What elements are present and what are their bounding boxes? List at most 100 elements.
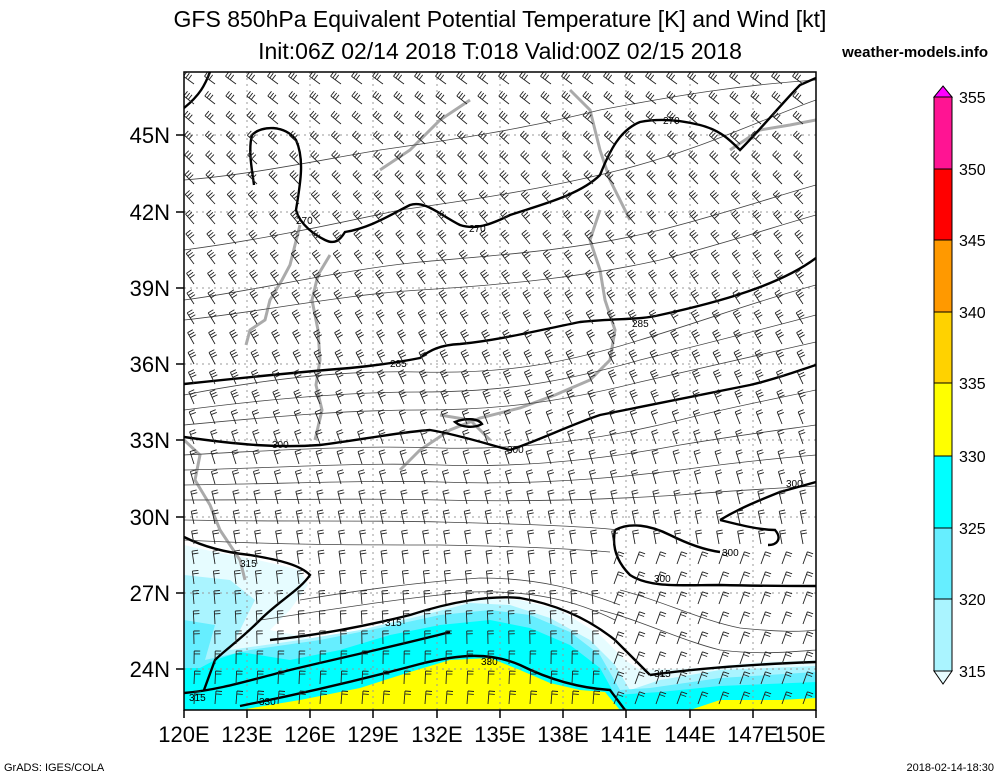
- wind-barb: [735, 449, 743, 465]
- wind-barb: [445, 650, 453, 665]
- wind-barb: [463, 489, 471, 505]
- wind-barb: [631, 509, 639, 525]
- wind-barb: [528, 610, 536, 625]
- wind-barb: [714, 449, 722, 465]
- colorbar-segment: [933, 382, 953, 457]
- wind-barb: [210, 449, 218, 465]
- wind-barb: [487, 650, 495, 665]
- wind-barb: [650, 409, 658, 425]
- wind-barb: [802, 651, 814, 665]
- wind-barb: [340, 690, 349, 705]
- wind-barb: [541, 150, 552, 165]
- wind-barb: [546, 449, 554, 465]
- wind-barb: [584, 249, 594, 265]
- wind-barb: [550, 670, 558, 685]
- wind-barb: [519, 130, 531, 145]
- wind-barb: [672, 469, 681, 485]
- software-credit: GrADS: IGES/COLA: [4, 762, 105, 774]
- wind-barb: [541, 190, 552, 205]
- wind-barb: [688, 150, 699, 165]
- wind-barb: [730, 150, 741, 165]
- wind-barb: [420, 449, 428, 465]
- wind-barb: [693, 429, 701, 445]
- contour-label: 285: [390, 359, 407, 370]
- wind-barb: [775, 349, 785, 365]
- wind-barb: [352, 150, 363, 165]
- wind-barb: [417, 309, 427, 325]
- wind-barb: [525, 469, 534, 485]
- wind-barb: [291, 309, 301, 325]
- wind-barb: [645, 110, 657, 125]
- wind-barb: [232, 509, 240, 525]
- wind-barb: [739, 631, 751, 645]
- wind-barb: [776, 389, 785, 405]
- wind-barb: [314, 389, 323, 405]
- wind-barb: [582, 130, 594, 145]
- wind-barb: [708, 72, 720, 85]
- wind-barb: [298, 630, 305, 645]
- wind-barb: [563, 249, 573, 265]
- wind-barb: [613, 631, 625, 645]
- wind-barb: [795, 309, 805, 325]
- wind-barb: [250, 369, 260, 385]
- wind-barb: [208, 369, 218, 385]
- wind-barb: [399, 429, 407, 445]
- wind-barb: [483, 469, 492, 485]
- wind-barb: [520, 170, 531, 185]
- wind-barb: [712, 329, 721, 345]
- wind-barb: [435, 130, 447, 145]
- wind-barb: [713, 389, 722, 405]
- wind-barb: [483, 429, 491, 445]
- wind-barb: [755, 409, 763, 425]
- wind-barb: [634, 571, 646, 585]
- contour-label: 270: [663, 116, 680, 127]
- wind-barb: [333, 269, 342, 285]
- wind-barb: [626, 209, 636, 225]
- wind-barb: [418, 349, 428, 365]
- wind-barb: [379, 489, 387, 505]
- wind-barb: [290, 209, 300, 225]
- wind-barb: [501, 269, 510, 285]
- wind-barb: [297, 590, 305, 605]
- wind-barb: [760, 611, 772, 625]
- wind-barb: [655, 651, 667, 665]
- wind-barb: [193, 670, 201, 685]
- wind-barb: [634, 611, 646, 625]
- wind-barb: [478, 170, 489, 185]
- wind-barb: [267, 110, 279, 125]
- wind-barb: [506, 569, 514, 585]
- wind-barb: [361, 690, 370, 705]
- wind-barb: [458, 229, 468, 245]
- wind-barb: [504, 449, 512, 465]
- wind-barb: [676, 571, 688, 585]
- wind-barb: [613, 571, 625, 585]
- wind-barb: [666, 110, 678, 125]
- wind-barb: [605, 249, 615, 265]
- wind-barb: [481, 349, 491, 365]
- wind-barb: [627, 309, 637, 325]
- wind-barb: [352, 190, 363, 205]
- wind-barb: [268, 150, 279, 165]
- wind-barb: [588, 429, 596, 445]
- wind-barb: [697, 631, 709, 645]
- wind-barb: [441, 469, 450, 485]
- wind-barb: [211, 509, 219, 525]
- wind-barb: [792, 130, 804, 145]
- wind-barb: [309, 130, 321, 145]
- wind-barb: [771, 130, 783, 145]
- wind-barb: [482, 389, 491, 405]
- wind-barb: [718, 631, 730, 645]
- wind-barb: [209, 409, 217, 425]
- wind-barb: [692, 389, 701, 405]
- wind-barb: [565, 329, 574, 345]
- wind-barb: [418, 329, 427, 345]
- wind-barb: [754, 349, 764, 365]
- wind-barb: [319, 630, 326, 645]
- wind-barb: [295, 509, 303, 525]
- wind-barb: [416, 209, 426, 225]
- wind-barb: [781, 691, 793, 705]
- wind-barb: [274, 509, 282, 525]
- wind-barb: [482, 409, 490, 425]
- wind-barb: [525, 449, 533, 465]
- wind-barb: [697, 551, 709, 565]
